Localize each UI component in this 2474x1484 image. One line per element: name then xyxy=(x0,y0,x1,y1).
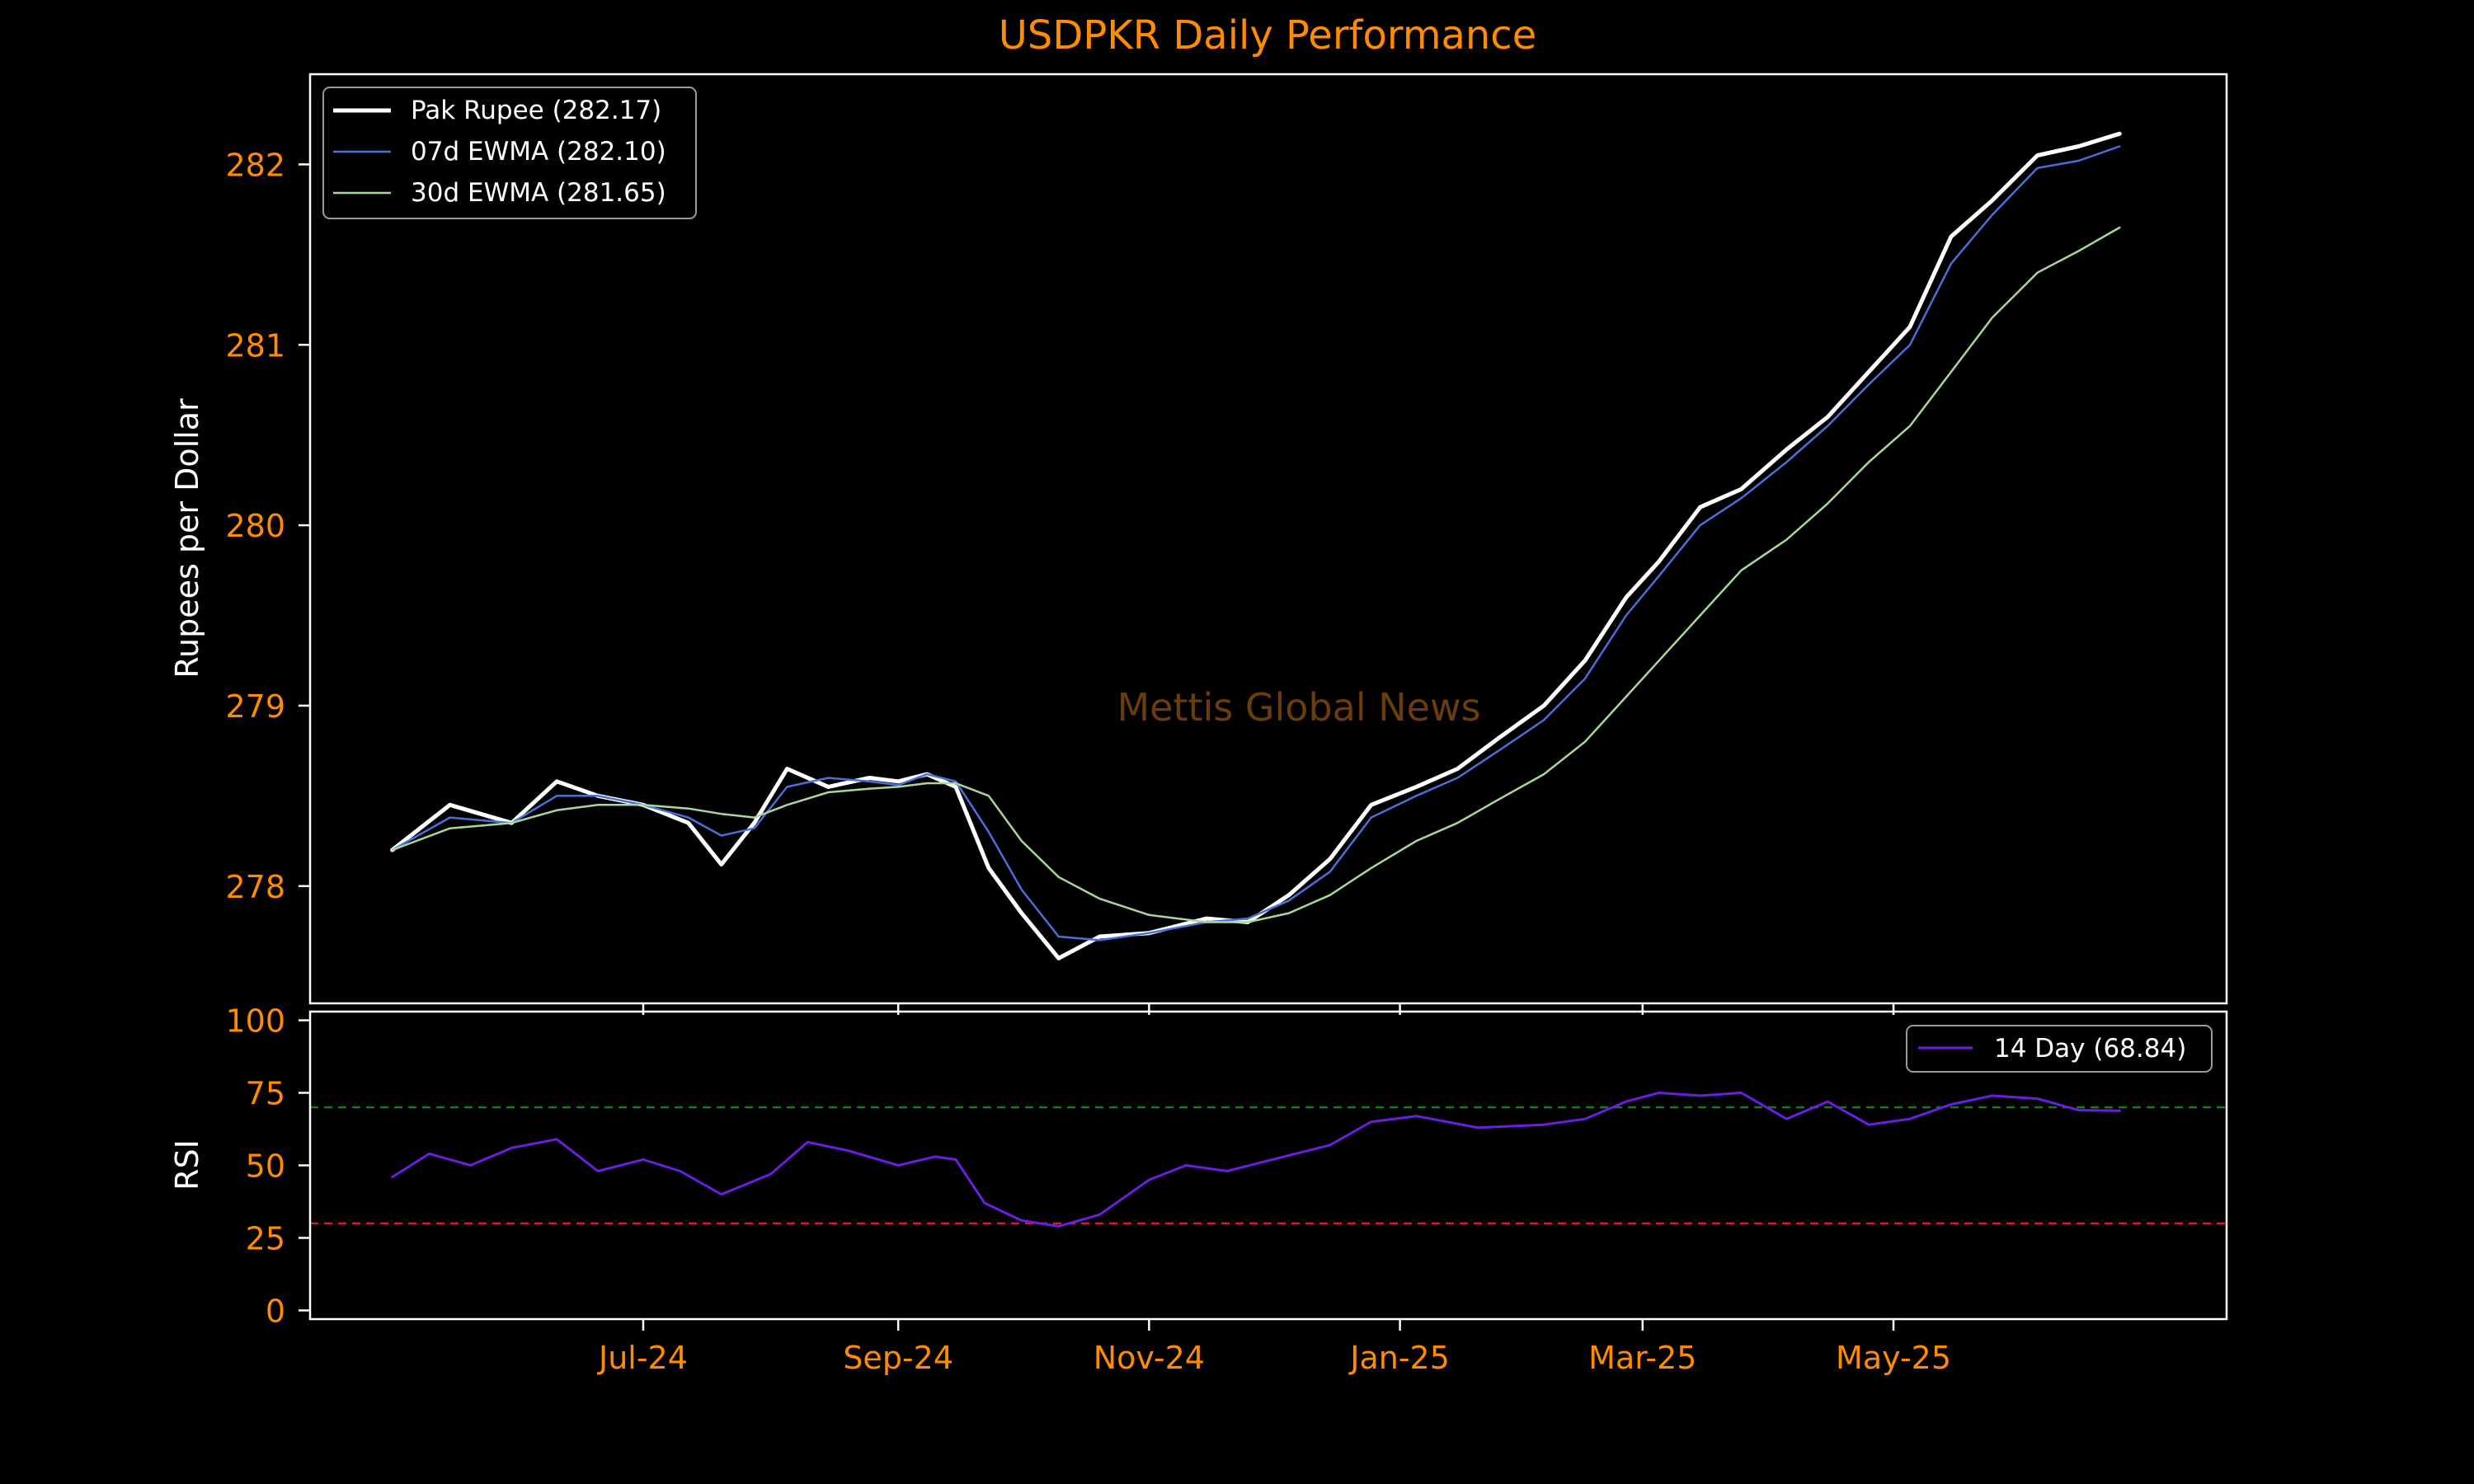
x-tick-label: Mar-25 xyxy=(1588,1340,1696,1376)
rsi-y-axis-label: RSI xyxy=(169,1139,205,1190)
y-tick-label: 278 xyxy=(225,869,285,905)
x-tick-label: Sep-24 xyxy=(843,1340,953,1376)
chart-title: USDPKR Daily Performance xyxy=(999,12,1536,59)
x-tick-label: Jul-24 xyxy=(597,1340,688,1376)
watermark: Mettis Global News xyxy=(1117,685,1480,730)
legend-label-07d-ewma: 07d EWMA (282.10) xyxy=(411,137,666,167)
price-legend: Pak Rupee (282.17) 07d EWMA (282.10) 30d… xyxy=(322,87,697,219)
legend-label-14-day: 14 Day (68.84) xyxy=(1994,1034,2186,1064)
x-tick-label: May-25 xyxy=(1836,1340,1951,1376)
price-y-axis-label: Rupees per Dollar xyxy=(169,398,205,679)
y-tick-label: 281 xyxy=(225,327,285,364)
rsi-axes-frame xyxy=(308,1010,2228,1321)
y-tick-label: 282 xyxy=(225,147,285,183)
rsi-legend: 14 Day (68.84) xyxy=(1906,1025,2213,1073)
price-axes-frame xyxy=(308,73,2228,1005)
x-tick-label: Jan-25 xyxy=(1348,1340,1450,1376)
y-tick-label: 0 xyxy=(266,1293,285,1329)
y-tick-label: 100 xyxy=(225,1003,285,1040)
series-line-30d-ewma xyxy=(391,226,2121,923)
y-tick-label: 280 xyxy=(225,508,285,544)
legend-label-pak-rupee: Pak Rupee (282.17) xyxy=(411,96,661,125)
y-tick-label: 25 xyxy=(246,1220,285,1256)
x-tick-label: Nov-24 xyxy=(1094,1340,1205,1376)
y-tick-label: 50 xyxy=(246,1148,285,1185)
series-line-14-day xyxy=(391,1092,2121,1228)
legend-label-30d-ewma: 30d EWMA (281.65) xyxy=(411,178,666,208)
series-line-07d-ewma xyxy=(391,145,2121,942)
y-tick-label: 279 xyxy=(225,688,285,725)
y-tick-label: 75 xyxy=(246,1076,285,1112)
